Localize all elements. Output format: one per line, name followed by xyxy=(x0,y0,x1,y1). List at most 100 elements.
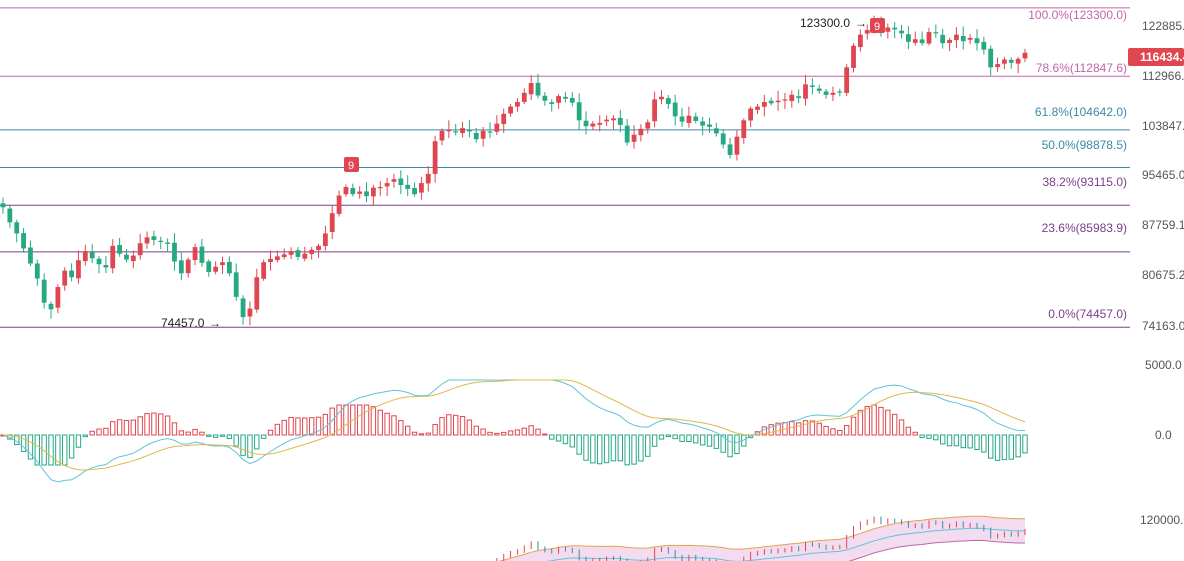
candle-body xyxy=(809,85,815,87)
lower-tick: 120000.0 xyxy=(1140,513,1184,527)
candle-body xyxy=(686,115,692,123)
macd-histogram-bar xyxy=(363,404,370,436)
macd-histogram-bar xyxy=(974,434,980,450)
macd-histogram-bar xyxy=(645,434,651,457)
macd-panel xyxy=(0,379,1028,483)
candle-body xyxy=(130,255,136,262)
macd-histogram-bar xyxy=(41,434,47,466)
macd-histogram-bar xyxy=(768,424,774,436)
candle-body xyxy=(967,37,973,40)
macd-histogram-bar xyxy=(137,416,143,436)
candle-body xyxy=(837,91,843,93)
macd-histogram-bar xyxy=(597,434,603,465)
macd-histogram-bar xyxy=(816,422,822,436)
candle-body xyxy=(535,82,541,96)
macd-histogram-bar xyxy=(658,434,665,440)
macd-histogram-bar xyxy=(281,419,287,436)
macd-histogram-bar xyxy=(720,434,726,453)
candle-body xyxy=(240,298,246,318)
candle-body xyxy=(912,39,918,43)
extreme-annotations: 123300.0 → 74457.0 → xyxy=(161,16,867,330)
macd-histogram-bar xyxy=(260,434,267,439)
candle-body xyxy=(439,130,445,141)
candle-body xyxy=(1002,59,1007,64)
lower-panel xyxy=(496,515,1026,561)
candle-body xyxy=(233,272,239,297)
macd-histogram-bar xyxy=(343,404,349,436)
candle-body xyxy=(748,108,754,121)
candle-body xyxy=(905,34,911,42)
macd-histogram-bar xyxy=(713,434,720,449)
macd-histogram-bar xyxy=(542,433,548,436)
macd-histogram-bar xyxy=(20,434,27,452)
candle-body xyxy=(446,130,452,132)
candle-body xyxy=(1015,58,1021,64)
low-annotation: 74457.0 xyxy=(161,316,205,330)
candle-body xyxy=(645,122,651,129)
macd-histogram-bar xyxy=(939,434,946,445)
candle-body xyxy=(247,308,253,317)
macd-histogram-bar xyxy=(960,434,966,449)
macd-histogram-bar xyxy=(480,428,486,436)
candle-body xyxy=(288,251,294,255)
candle-body xyxy=(391,179,397,182)
candle-body xyxy=(41,279,47,303)
price-tick: 74163.0 xyxy=(1142,319,1184,333)
macd-histogram-bar xyxy=(487,431,493,436)
macd-histogram-bar xyxy=(34,434,40,466)
candle-body xyxy=(467,129,472,132)
macd-histogram-bar xyxy=(411,431,418,436)
macd-histogram-bar xyxy=(919,434,925,438)
fib-label: 23.6%(85983.9) xyxy=(1042,221,1127,235)
macd-histogram-bar xyxy=(631,434,637,465)
current-price-badge xyxy=(1128,48,1184,66)
macd-histogram-bar xyxy=(946,434,953,447)
candle-body xyxy=(919,39,925,44)
macd-histogram-bar xyxy=(994,434,1001,461)
macd-histogram-bar xyxy=(699,434,706,446)
candle-body xyxy=(755,106,760,110)
candle-body xyxy=(857,34,863,48)
macd-histogram-bar xyxy=(192,428,198,436)
macd-histogram-bar xyxy=(446,414,452,436)
candle-body xyxy=(741,120,747,138)
candle-body xyxy=(761,102,767,107)
macd-histogram-bar xyxy=(850,416,857,436)
macd-histogram-bar xyxy=(953,434,960,447)
candle-body xyxy=(178,260,184,274)
candle-body xyxy=(679,116,685,122)
candle-body xyxy=(48,303,54,310)
price-tick: 80675.2 xyxy=(1142,268,1184,282)
candle-body xyxy=(624,125,630,143)
macd-histogram-bar xyxy=(549,434,555,440)
candle-body xyxy=(604,119,609,122)
candle-body xyxy=(501,113,507,125)
candle-body xyxy=(357,191,363,194)
macd-histogram-bar xyxy=(116,419,123,436)
candle-body xyxy=(309,249,315,255)
candle-body xyxy=(947,39,952,43)
macd-histogram-bar xyxy=(356,404,363,436)
macd-histogram-bar xyxy=(82,434,89,438)
macd-histogram-bar xyxy=(878,406,884,436)
macd-histogram-bar xyxy=(466,419,473,436)
candle-body xyxy=(892,27,898,30)
candle-body xyxy=(295,250,301,257)
macd-histogram-bar xyxy=(727,434,733,458)
candle-body xyxy=(473,132,479,140)
macd-histogram-bar xyxy=(473,425,479,436)
macd-histogram-bar xyxy=(350,404,356,436)
candle-body xyxy=(199,246,205,263)
macd-histogram-bar xyxy=(1015,434,1021,458)
candle-body xyxy=(583,120,589,127)
macd-histogram-bar xyxy=(336,404,342,436)
macd-histogram-bar xyxy=(96,428,102,436)
macd-histogram-bar xyxy=(672,434,678,440)
candle-body xyxy=(508,106,513,114)
macd-histogram-bar xyxy=(521,427,527,436)
fib-label: 50.0%(98878.5) xyxy=(1042,138,1127,152)
macd-histogram-bar xyxy=(871,404,877,436)
candle-body xyxy=(28,247,33,264)
macd-histogram-bar xyxy=(439,417,445,436)
candle-body xyxy=(124,254,129,260)
